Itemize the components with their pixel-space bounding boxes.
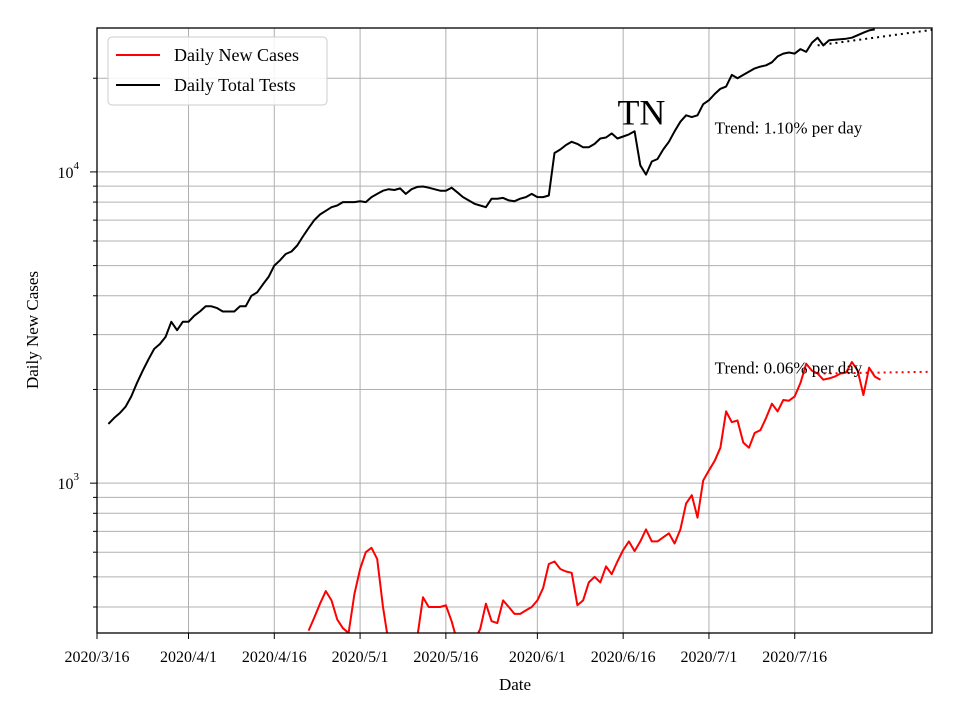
region-label: TN (617, 93, 665, 133)
legend-label-total-tests: Daily Total Tests (174, 75, 296, 95)
trend-layer (817, 28, 932, 375)
y-axis-label: Daily New Cases (23, 271, 42, 389)
y-tick-label: 103 (58, 471, 80, 493)
x-tick-label: 2020/4/1 (160, 649, 217, 666)
series-line-daily-new-cases (307, 361, 881, 633)
plot-frame (96, 27, 933, 634)
annotations: TN Trend: 1.10% per day Trend: 0.06% per d… (617, 93, 862, 378)
series-layer (107, 28, 881, 633)
trend-label: Trend: 1.10% per day (715, 118, 863, 137)
axis-ticks: 103 104 2020/3/16 2020/4/1 2020/4/16 2020/5/1… (58, 77, 827, 666)
series-line-daily-total-tests (107, 28, 875, 425)
x-tick-label: 2020/7/16 (762, 649, 827, 666)
legend-box (107, 36, 328, 106)
grid (96, 28, 932, 633)
x-tick-label: 2020/3/16 (65, 649, 130, 666)
trend-line-daily-new-cases (817, 370, 932, 375)
x-tick-label: 2020/5/16 (413, 649, 478, 666)
x-tick-label: 2020/6/16 (591, 649, 656, 666)
y-tick-label: 104 (58, 160, 80, 182)
legend: Daily New Cases Daily Total Tests (107, 36, 328, 106)
trend-line-daily-total-tests (817, 28, 932, 47)
x-tick-label: 2020/7/1 (681, 649, 738, 666)
legend-label-new-cases: Daily New Cases (174, 45, 299, 65)
x-axis-label: Date (499, 675, 531, 694)
x-tick-label: 2020/4/16 (242, 649, 307, 666)
x-tick-label: 2020/6/1 (509, 649, 566, 666)
trend-label: Trend: 0.06% per day (715, 359, 863, 378)
x-tick-label: 2020/5/1 (332, 649, 389, 666)
